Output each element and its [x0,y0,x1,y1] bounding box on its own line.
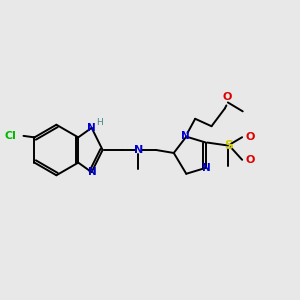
Text: H: H [96,118,102,127]
Text: N: N [134,145,143,155]
Text: O: O [245,155,255,165]
Text: O: O [245,132,255,142]
Text: N: N [202,164,211,173]
Text: N: N [181,131,190,141]
Text: O: O [222,92,232,102]
Text: N: N [87,123,96,133]
Text: N: N [88,167,96,177]
Text: Cl: Cl [5,131,17,141]
Text: S: S [224,139,233,152]
